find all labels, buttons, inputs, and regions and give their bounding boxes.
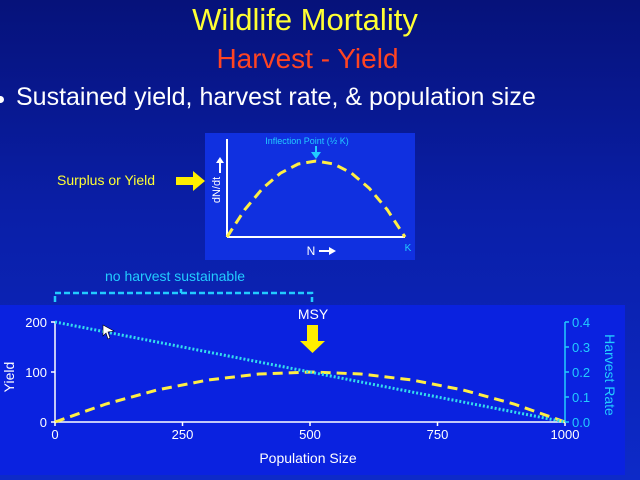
x-ticks: 0 250 500 750 1000 xyxy=(51,422,579,442)
y-tick-label: 200 xyxy=(25,315,47,330)
no-harvest-bracket xyxy=(53,289,314,302)
slide-subtitle: Harvest - Yield xyxy=(216,43,399,74)
inflection-arrow-icon xyxy=(311,152,321,159)
y2-tick-label: 0.4 xyxy=(572,315,590,330)
main-y-label: Yield xyxy=(1,362,17,393)
x-tick-label: 0 xyxy=(51,427,58,442)
mini-yield-curve xyxy=(225,159,407,238)
x-tick-label: 250 xyxy=(172,427,194,442)
bullet-dot xyxy=(0,96,4,103)
surplus-label: Surplus or Yield xyxy=(57,172,156,188)
harvest-rate-line xyxy=(54,320,566,424)
msy-label: MSY xyxy=(298,306,329,322)
y2-tick-label: 0.3 xyxy=(572,340,590,355)
main-chart-svg: 0 250 500 750 1000 0 100 200 0.0 0.1 0.2 0.3 0.4 P… xyxy=(1,306,618,466)
x-tick-label: 1000 xyxy=(551,427,580,442)
mini-chart-svg: Inflection Point (½ K) dN/dt N K xyxy=(211,136,412,258)
x-tick-label: 750 xyxy=(427,427,449,442)
mini-y-arrow-icon xyxy=(216,157,224,163)
mini-x-label: N xyxy=(307,244,316,258)
mini-k-label: K xyxy=(405,243,412,254)
y-tick-label: 100 xyxy=(25,365,47,380)
mouse-cursor-icon xyxy=(102,324,115,340)
y-tick-label: 0 xyxy=(40,415,47,430)
y2-ticks: 0.0 0.1 0.2 0.3 0.4 xyxy=(565,315,590,430)
y2-tick-label: 0.0 xyxy=(572,415,590,430)
slide-title: Wildlife Mortality xyxy=(192,2,418,37)
mini-y-label: dN/dt xyxy=(211,177,223,203)
main-y2-label: Harvest Rate xyxy=(602,334,618,416)
no-harvest-label: no harvest sustainable xyxy=(105,268,246,284)
y-ticks: 0 100 200 xyxy=(25,315,55,430)
x-tick-label: 500 xyxy=(299,427,321,442)
y2-tick-label: 0.2 xyxy=(572,365,590,380)
main-chart-panel: 0 250 500 750 1000 0 100 200 0.0 0.1 0.2 0.3 0.4 P… xyxy=(0,305,625,475)
yield-curve xyxy=(54,370,566,424)
y2-tick-label: 0.1 xyxy=(572,390,590,405)
inflection-label: Inflection Point (½ K) xyxy=(265,136,349,146)
msy-arrow-shaft xyxy=(307,325,318,343)
bullet-text: Sustained yield, harvest rate, & populat… xyxy=(16,83,536,111)
mini-x-arrow-icon xyxy=(329,247,336,255)
mini-chart-panel: Inflection Point (½ K) dN/dt N K xyxy=(205,133,415,260)
msy-arrow-icon xyxy=(300,341,325,353)
surplus-arrow-icon xyxy=(176,171,205,191)
main-x-label: Population Size xyxy=(259,450,357,466)
